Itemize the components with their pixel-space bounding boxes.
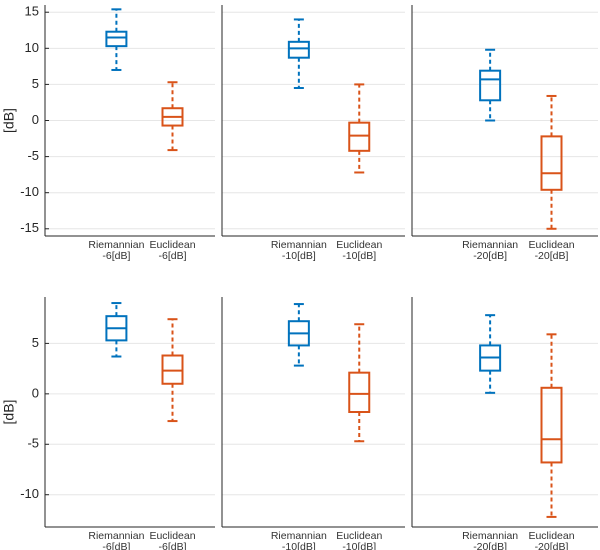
x-tick-label: -6[dB]: [102, 541, 130, 550]
y-tick-label: 5: [32, 335, 39, 350]
x-tick-label: Euclidean: [149, 530, 195, 542]
y-tick-label: -5: [27, 436, 39, 451]
x-tick-label: Euclidean: [336, 530, 382, 542]
y-tick-label: 10: [25, 40, 39, 55]
box: [105, 30, 128, 48]
x-tick-label: -20[dB]: [473, 541, 507, 550]
y-tick-label: -10: [20, 184, 39, 199]
y-axis-label: [dB]: [1, 108, 17, 133]
x-tick-label: -10[dB]: [342, 541, 376, 550]
box: [479, 69, 502, 102]
y-tick-label: 0: [32, 112, 39, 127]
box: [540, 386, 563, 464]
x-tick-label: Riemannian: [462, 530, 518, 542]
x-tick-label: -20[dB]: [535, 250, 569, 262]
x-tick-label: -6[dB]: [102, 250, 130, 262]
x-tick-label: Riemannian: [88, 530, 144, 542]
box: [161, 354, 184, 385]
x-tick-label: Riemannian: [462, 239, 518, 251]
y-tick-label: 5: [32, 76, 39, 91]
y-axis-label: [dB]: [1, 400, 17, 425]
y-tick-label: -10: [20, 486, 39, 501]
y-tick-label: 0: [32, 385, 39, 400]
y-tick-label: -5: [27, 148, 39, 163]
x-tick-label: Euclidean: [528, 530, 574, 542]
x-tick-label: Euclidean: [149, 239, 195, 251]
x-tick-label: -10[dB]: [342, 250, 376, 262]
x-tick-label: -20[dB]: [535, 541, 569, 550]
x-tick-label: Riemannian: [271, 239, 327, 251]
box: [348, 121, 371, 152]
box: [348, 371, 371, 414]
box: [287, 40, 310, 59]
x-tick-label: -10[dB]: [282, 250, 316, 262]
x-tick-label: -10[dB]: [282, 541, 316, 550]
x-tick-label: Riemannian: [271, 530, 327, 542]
x-tick-label: -6[dB]: [158, 541, 186, 550]
x-tick-label: -20[dB]: [473, 250, 507, 262]
x-tick-label: Riemannian: [88, 239, 144, 251]
y-tick-label: -15: [20, 220, 39, 235]
box: [540, 135, 563, 191]
x-tick-label: Euclidean: [336, 239, 382, 251]
y-tick-label: 15: [25, 4, 39, 19]
x-tick-label: Euclidean: [528, 239, 574, 251]
x-tick-label: -6[dB]: [158, 250, 186, 262]
